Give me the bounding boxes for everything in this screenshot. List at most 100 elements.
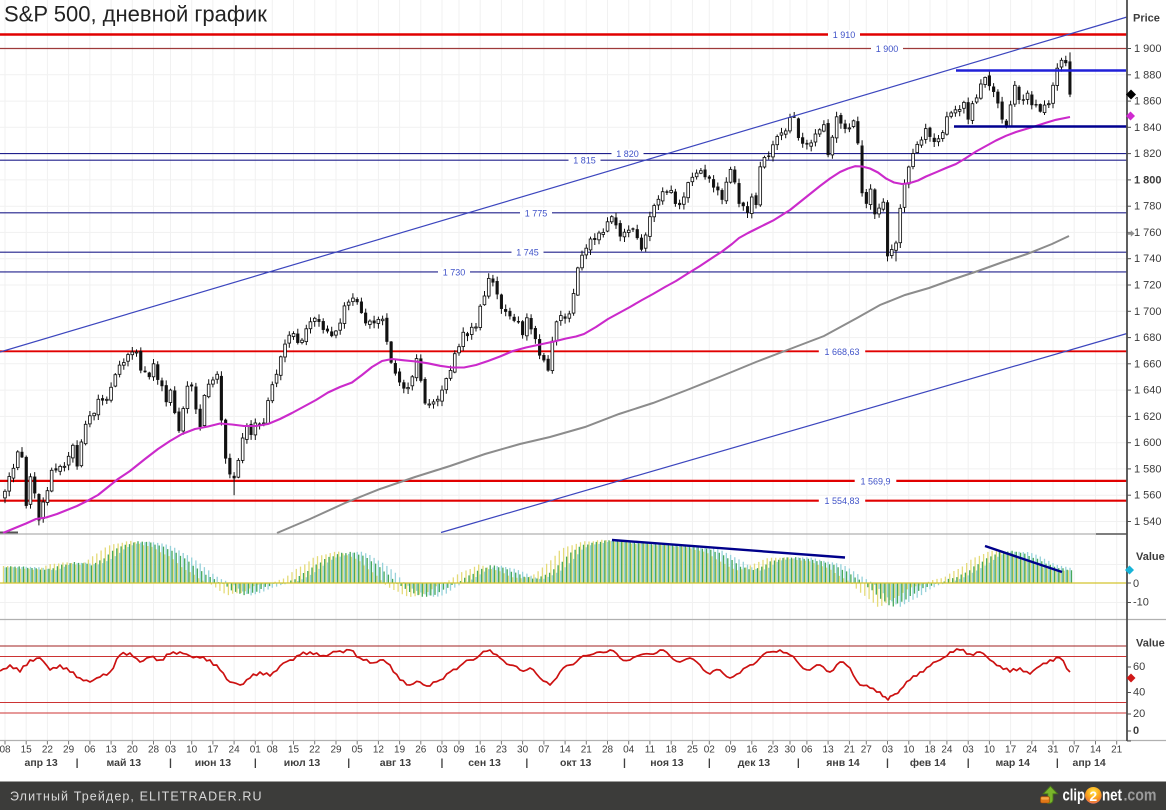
svg-text:29: 29 [330, 745, 342, 756]
svg-text:30: 30 [517, 745, 529, 756]
svg-text:14: 14 [560, 745, 572, 756]
svg-text:21: 21 [581, 745, 593, 756]
svg-text:Элитный Трейдер, ELITETRADER.R: Элитный Трейдер, ELITETRADER.RU [10, 790, 263, 804]
svg-text:|: | [441, 757, 444, 769]
svg-text:06: 06 [84, 745, 96, 756]
svg-text:1 910: 1 910 [833, 30, 856, 40]
svg-text:1 880: 1 880 [1134, 69, 1162, 81]
svg-text:Price: Price [1133, 13, 1160, 25]
svg-text:1 820: 1 820 [1134, 148, 1162, 160]
svg-text:03: 03 [165, 745, 177, 756]
svg-text:1 900: 1 900 [1134, 43, 1162, 55]
svg-text:23: 23 [767, 745, 779, 756]
svg-text:06: 06 [801, 745, 813, 756]
svg-text:09: 09 [725, 745, 737, 756]
svg-text:июн 13: июн 13 [195, 757, 232, 769]
svg-text:янв 14: янв 14 [826, 757, 860, 769]
svg-text:18: 18 [924, 745, 936, 756]
svg-text:дек 13: дек 13 [738, 757, 771, 769]
svg-text:|: | [967, 757, 970, 769]
svg-text:10: 10 [984, 745, 996, 756]
svg-text:Value: Value [1136, 638, 1165, 650]
svg-text:фев 14: фев 14 [910, 757, 946, 769]
svg-text:1 780: 1 780 [1134, 201, 1162, 213]
svg-text:|: | [254, 757, 257, 769]
svg-text:60: 60 [1133, 661, 1145, 673]
svg-text:|: | [708, 757, 711, 769]
svg-text:12: 12 [373, 745, 385, 756]
svg-text:26: 26 [415, 745, 427, 756]
svg-text:31: 31 [1047, 745, 1059, 756]
svg-text:0: 0 [1133, 725, 1139, 737]
svg-text:1 560: 1 560 [1134, 490, 1162, 502]
svg-text:1 740: 1 740 [1134, 253, 1162, 265]
svg-text:02: 02 [704, 745, 716, 756]
svg-text:08: 08 [0, 745, 11, 756]
svg-text:15: 15 [288, 745, 300, 756]
svg-text:07: 07 [1069, 745, 1081, 756]
svg-text:0: 0 [1133, 578, 1139, 590]
svg-text:clip: clip [1063, 787, 1086, 805]
svg-text:1 640: 1 640 [1134, 385, 1162, 397]
svg-text:10: 10 [903, 745, 915, 756]
svg-text:24: 24 [941, 745, 953, 756]
svg-text:1 700: 1 700 [1134, 306, 1162, 318]
svg-text:1 800: 1 800 [1134, 174, 1162, 186]
svg-text:апр 13: апр 13 [24, 757, 57, 769]
svg-text:17: 17 [1005, 745, 1017, 756]
svg-text:Value: Value [1136, 551, 1165, 563]
svg-text:07: 07 [538, 745, 550, 756]
svg-text:|: | [886, 757, 889, 769]
svg-text:|: | [169, 757, 172, 769]
svg-text:11: 11 [645, 745, 656, 756]
svg-text:23: 23 [496, 745, 508, 756]
svg-text:20: 20 [1133, 708, 1145, 720]
svg-text:29: 29 [63, 745, 75, 756]
svg-text:1 660: 1 660 [1134, 358, 1162, 370]
svg-text:1 760: 1 760 [1134, 227, 1162, 239]
svg-text:03: 03 [882, 745, 894, 756]
svg-text:15: 15 [21, 745, 33, 756]
svg-text:июл 13: июл 13 [284, 757, 321, 769]
svg-text:1 680: 1 680 [1134, 332, 1162, 344]
svg-text:27: 27 [861, 745, 873, 756]
svg-text:22: 22 [309, 745, 321, 756]
svg-text:10: 10 [186, 745, 198, 756]
svg-text:1 600: 1 600 [1134, 437, 1162, 449]
svg-text:1 900: 1 900 [876, 44, 899, 54]
svg-text:20: 20 [127, 745, 139, 756]
svg-text:30: 30 [784, 745, 796, 756]
svg-text:04: 04 [623, 745, 635, 756]
svg-text:1 820: 1 820 [616, 149, 639, 159]
svg-text:1 620: 1 620 [1134, 411, 1162, 423]
svg-text:1 720: 1 720 [1134, 280, 1162, 292]
svg-text:|: | [525, 757, 528, 769]
svg-text:1 580: 1 580 [1134, 463, 1162, 475]
svg-text:1 745: 1 745 [516, 248, 539, 258]
svg-text:18: 18 [666, 745, 678, 756]
svg-text:1 668,63: 1 668,63 [824, 347, 859, 357]
svg-text:28: 28 [148, 745, 160, 756]
svg-text:13: 13 [823, 745, 835, 756]
svg-text:21: 21 [844, 745, 856, 756]
svg-text:09: 09 [453, 745, 465, 756]
svg-text:авг 13: авг 13 [380, 757, 411, 769]
svg-text:17: 17 [207, 745, 219, 756]
svg-text:|: | [347, 757, 350, 769]
svg-text:|: | [623, 757, 626, 769]
svg-text:28: 28 [602, 745, 614, 756]
svg-text:S&P 500, дневной график: S&P 500, дневной график [4, 2, 267, 27]
svg-text:|: | [1056, 757, 1059, 769]
svg-text:03: 03 [436, 745, 448, 756]
svg-text:1 860: 1 860 [1134, 96, 1162, 108]
svg-text:03: 03 [963, 745, 975, 756]
svg-text:2: 2 [1089, 788, 1097, 804]
svg-text:05: 05 [352, 745, 364, 756]
svg-text:1 775: 1 775 [525, 208, 548, 218]
svg-text:1 815: 1 815 [573, 156, 596, 166]
svg-text:сен 13: сен 13 [468, 757, 501, 769]
svg-text:-10: -10 [1133, 597, 1149, 609]
svg-text:1 554,83: 1 554,83 [824, 496, 859, 506]
svg-text:19: 19 [394, 745, 406, 756]
svg-text:|: | [797, 757, 800, 769]
